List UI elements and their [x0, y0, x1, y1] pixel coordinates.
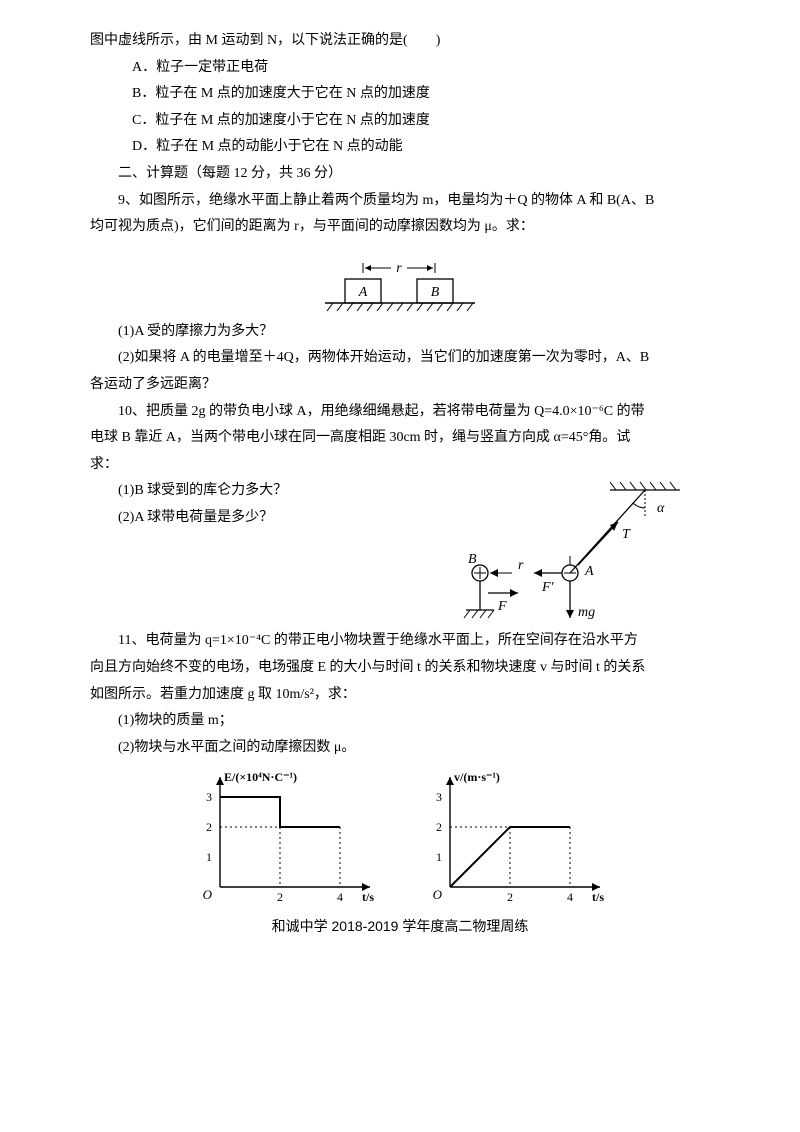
- svg-text:2: 2: [206, 820, 212, 834]
- q8-stem: 图中虚线所示，由 M 运动到 N，以下说法正确的是( ): [90, 28, 710, 55]
- q11-stem-2: 向且方向始终不变的电场，电场强度 E 的大小与时间 t 的关系和物块速度 v 与…: [90, 655, 710, 682]
- q9-p2b: 各运动了多远距离？: [90, 372, 710, 399]
- svg-text:F: F: [497, 599, 507, 614]
- svg-text:T: T: [622, 527, 631, 542]
- q8-opt-a: A．粒子一定带正电荷: [90, 55, 710, 82]
- q8-opt-b: B．粒子在 M 点的加速度大于它在 N 点的加速度: [90, 81, 710, 108]
- svg-text:2: 2: [277, 890, 283, 904]
- svg-text:2: 2: [507, 890, 513, 904]
- svg-text:F′: F′: [541, 580, 555, 595]
- q11-stem-1: 11、电荷量为 q=1×10⁻⁴C 的带正电小物块置于绝缘水平面上，所在空间存在…: [90, 628, 710, 655]
- svg-text:3: 3: [436, 790, 442, 804]
- q8-opt-c: C．粒子在 M 点的加速度小于它在 N 点的加速度: [90, 108, 710, 135]
- svg-text:r: r: [518, 558, 524, 573]
- svg-text:4: 4: [567, 890, 573, 904]
- svg-text:2: 2: [436, 820, 442, 834]
- q10-stem-1: 10、把质量 2g 的带负电小球 A，用绝缘细绳悬起，若将带电荷量为 Q=4.0…: [90, 399, 710, 426]
- q9-stem-2: 均可视为质点)，它们间的距离为 r，与平面间的动摩擦因数均为 μ。求：: [90, 214, 710, 241]
- svg-text:A: A: [358, 285, 368, 300]
- chart-v: 1 2 3 2 4 O v/(m·s⁻¹) t/s: [420, 767, 610, 907]
- q9-stem-1: 9、如图所示，绝缘水平面上静止着两个质量均为 m，电量均为＋Q 的物体 A 和 …: [90, 188, 710, 215]
- svg-text:B: B: [468, 552, 477, 567]
- svg-text:O: O: [433, 887, 443, 902]
- q9-p1: (1)A 受的摩擦力为多大？: [90, 319, 710, 346]
- q8-opt-d: D．粒子在 M 点的动能小于它在 N 点的动能: [90, 134, 710, 161]
- svg-text:α: α: [657, 501, 665, 516]
- svg-text:O: O: [203, 887, 213, 902]
- svg-text:r: r: [396, 261, 402, 276]
- svg-text:t/s: t/s: [362, 890, 374, 904]
- section-2-title: 二、计算题（每题 12 分，共 36 分）: [90, 161, 710, 188]
- svg-text:3: 3: [206, 790, 212, 804]
- q11-charts: 1 2 3 2 4 O E/(×10⁴N·C⁻¹) t/s 1 2 3: [90, 767, 710, 907]
- q10-p2: (2)A 球带电荷量是多少？: [90, 505, 431, 532]
- svg-text:v/(m·s⁻¹): v/(m·s⁻¹): [454, 770, 500, 784]
- svg-text:mg: mg: [578, 605, 595, 620]
- svg-text:t/s: t/s: [592, 890, 604, 904]
- svg-text:4: 4: [337, 890, 343, 904]
- q10-stem-2: 电球 B 靠近 A，当两个带电小球在同一高度相距 30cm 时，绳与竖直方向成 …: [90, 425, 710, 452]
- footer-title: 和诚中学 2018-2019 学年度高二物理周练: [90, 913, 710, 940]
- q11-stem-3: 如图所示。若重力加速度 g 取 10m/s²，求：: [90, 682, 710, 709]
- q11-p1: (1)物块的质量 m；: [90, 708, 710, 735]
- svg-text:1: 1: [206, 850, 212, 864]
- svg-text:B: B: [431, 285, 440, 300]
- q11-p2: (2)物块与水平面之间的动摩擦因数 μ。: [90, 735, 710, 762]
- chart-E: 1 2 3 2 4 O E/(×10⁴N·C⁻¹) t/s: [190, 767, 380, 907]
- svg-text:1: 1: [436, 850, 442, 864]
- svg-text:A: A: [584, 564, 594, 579]
- q9-p2a: (2)如果将 A 的电量增至＋4Q，两物体开始运动，当它们的加速度第一次为零时，…: [90, 345, 710, 372]
- q9-figure: A B r: [90, 245, 710, 315]
- svg-text:E/(×10⁴N·C⁻¹): E/(×10⁴N·C⁻¹): [224, 770, 297, 784]
- q10-stem-3: 求：: [90, 452, 710, 479]
- q10-figure: α A T mg F′: [450, 478, 710, 628]
- q10-p1: (1)B 球受到的库仑力多大？: [90, 478, 431, 505]
